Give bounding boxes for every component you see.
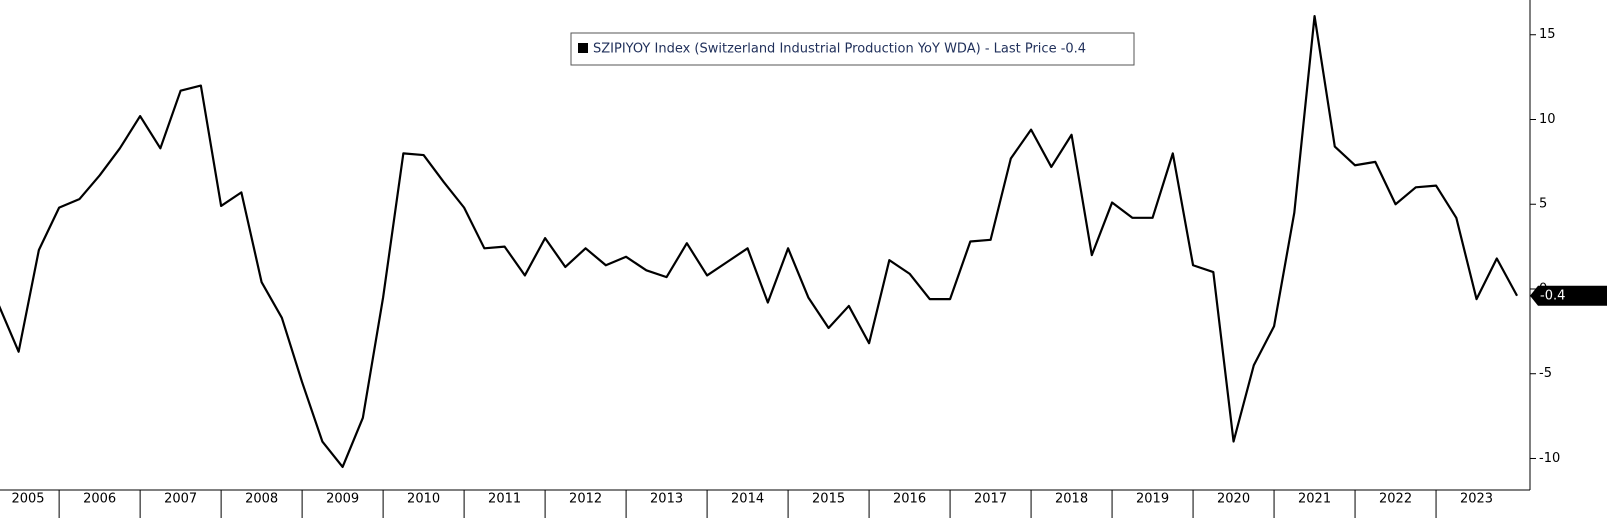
x-tick-label: 2007 [164,492,197,507]
legend-label: SZIPIYOY Index (Switzerland Industrial P… [593,42,1086,57]
y-tick-label: -10 [1539,451,1560,466]
x-tick-label: 2022 [1379,492,1412,507]
series-line [0,15,1519,469]
y-tick-label: 15 [1539,27,1556,42]
legend-swatch [578,43,588,53]
x-tick-label: 2020 [1217,492,1250,507]
y-tick-label: 5 [1539,197,1547,212]
x-tick-label: 2012 [569,492,602,507]
y-tick-label: 10 [1539,112,1556,127]
legend-box [570,32,1135,66]
x-tick-label: 2011 [488,492,521,507]
x-tick-label: 2005 [11,492,44,507]
x-tick-label: 2008 [245,492,278,507]
x-tick-label: 2018 [1055,492,1088,507]
x-tick-label: 2006 [83,492,116,507]
x-tick-label: 2009 [326,492,359,507]
last-price-tag [1530,285,1607,306]
x-tick-label: 2015 [812,492,845,507]
x-tick-label: 2016 [893,492,926,507]
x-tick-label: 2017 [974,492,1007,507]
x-tick-label: 2014 [731,492,764,507]
x-tick-label: 2010 [407,492,440,507]
x-tick-label: 2013 [650,492,683,507]
x-tick-label: 2023 [1460,492,1493,507]
x-tick-label: 2021 [1298,492,1331,507]
y-tick-label: -5 [1539,366,1552,381]
x-tick-label: 2019 [1136,492,1169,507]
last-price-label: -0.4 [1540,288,1565,303]
